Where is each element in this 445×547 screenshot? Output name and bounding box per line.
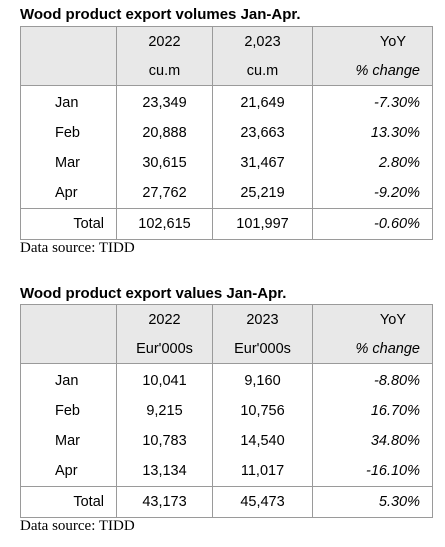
table1-source: Data source: TIDD [20, 240, 135, 256]
row-label: Mar [20, 148, 117, 178]
unit-2022: Eur'000s [116, 334, 213, 364]
row-label: Feb [20, 118, 117, 148]
value-2023: 11,017 [212, 456, 313, 487]
table-row: Mar 30,615 31,467 2.80% [20, 148, 433, 178]
volumes-table: 2022 2,023 YoY cu.m cu.m % change Jan 23… [20, 26, 433, 240]
yoy-value: 13.30% [312, 118, 433, 148]
value-2022: 10,041 [116, 363, 213, 396]
col-2022-header: 2022 [116, 304, 213, 334]
col-2023-header: 2,023 [212, 26, 313, 56]
table-header-row: 2022 2,023 YoY [20, 26, 433, 56]
col-yoy-header: YoY [312, 26, 433, 56]
total-2023: 45,473 [212, 486, 313, 518]
unit-corner-cell [20, 56, 117, 86]
header-corner-cell [20, 304, 117, 334]
table1-title: Wood product export volumes Jan-Apr. [20, 6, 301, 23]
yoy-value: 2.80% [312, 148, 433, 178]
header-corner-cell [20, 26, 117, 56]
row-label: Jan [20, 363, 117, 396]
total-yoy: -0.60% [312, 208, 433, 240]
total-2023: 101,997 [212, 208, 313, 240]
value-2023: 14,540 [212, 426, 313, 456]
total-label: Total [20, 208, 117, 240]
value-2022: 27,762 [116, 178, 213, 209]
col-yoy-header: YoY [312, 304, 433, 334]
col-2022-header: 2022 [116, 26, 213, 56]
table2-source: Data source: TIDD [20, 518, 135, 534]
unit-2023: Eur'000s [212, 334, 313, 364]
value-2022: 13,134 [116, 456, 213, 487]
yoy-value: -16.10% [312, 456, 433, 487]
table-row: Jan 23,349 21,649 -7.30% [20, 85, 433, 118]
total-2022: 43,173 [116, 486, 213, 518]
yoy-value: 16.70% [312, 396, 433, 426]
total-label: Total [20, 486, 117, 518]
table-row: Apr 27,762 25,219 -9.20% [20, 178, 433, 209]
table2-title: Wood product export values Jan-Apr. [20, 285, 287, 302]
value-2023: 21,649 [212, 85, 313, 118]
table-row: Feb 9,215 10,756 16.70% [20, 396, 433, 426]
value-2023: 10,756 [212, 396, 313, 426]
total-2022: 102,615 [116, 208, 213, 240]
table-unit-row: Eur'000s Eur'000s % change [20, 334, 433, 364]
total-yoy: 5.30% [312, 486, 433, 518]
value-2023: 9,160 [212, 363, 313, 396]
unit-yoy: % change [312, 334, 433, 364]
total-row: Total 43,173 45,473 5.30% [20, 486, 433, 518]
total-row: Total 102,615 101,997 -0.60% [20, 208, 433, 240]
table-header-row: 2022 2023 YoY [20, 304, 433, 334]
value-2023: 25,219 [212, 178, 313, 209]
table-row: Jan 10,041 9,160 -8.80% [20, 363, 433, 396]
value-2023: 23,663 [212, 118, 313, 148]
yoy-value: -9.20% [312, 178, 433, 209]
unit-yoy: % change [312, 56, 433, 86]
value-2022: 10,783 [116, 426, 213, 456]
yoy-value: 34.80% [312, 426, 433, 456]
row-label: Feb [20, 396, 117, 426]
value-2022: 30,615 [116, 148, 213, 178]
value-2023: 31,467 [212, 148, 313, 178]
value-2022: 9,215 [116, 396, 213, 426]
table-row: Apr 13,134 11,017 -16.10% [20, 456, 433, 487]
unit-2022: cu.m [116, 56, 213, 86]
table-unit-row: cu.m cu.m % change [20, 56, 433, 86]
row-label: Jan [20, 85, 117, 118]
row-label: Mar [20, 426, 117, 456]
values-table: 2022 2023 YoY Eur'000s Eur'000s % change… [20, 304, 433, 518]
row-label: Apr [20, 456, 117, 487]
value-2022: 23,349 [116, 85, 213, 118]
yoy-value: -7.30% [312, 85, 433, 118]
value-2022: 20,888 [116, 118, 213, 148]
row-label: Apr [20, 178, 117, 209]
unit-2023: cu.m [212, 56, 313, 86]
yoy-value: -8.80% [312, 363, 433, 396]
col-2023-header: 2023 [212, 304, 313, 334]
table-row: Mar 10,783 14,540 34.80% [20, 426, 433, 456]
unit-corner-cell [20, 334, 117, 364]
table-row: Feb 20,888 23,663 13.30% [20, 118, 433, 148]
